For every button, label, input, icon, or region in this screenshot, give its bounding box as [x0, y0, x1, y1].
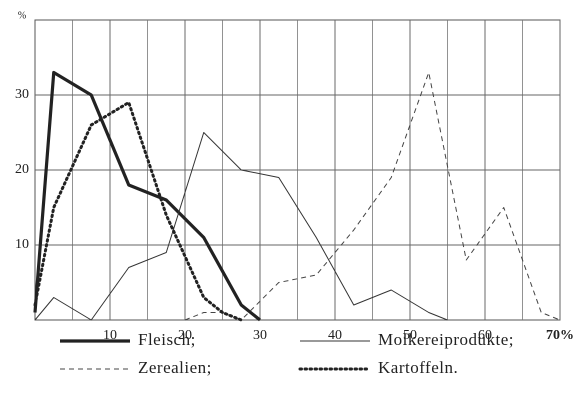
legend-label: Kartoffeln.	[378, 358, 458, 377]
x-tick-label: 70%	[546, 328, 574, 343]
series-line	[34, 132, 448, 321]
legend-label: Molkereiprodukte;	[378, 330, 514, 349]
legend-label: Fleisch;	[138, 330, 196, 349]
series-line	[33, 70, 261, 322]
series-line	[33, 101, 243, 322]
y-axis-label: %	[18, 10, 26, 21]
legend-label: Zerealien;	[138, 358, 212, 377]
x-tick-label: 40	[328, 328, 342, 343]
y-tick-label: 20	[15, 162, 29, 177]
x-tick-label: 50	[403, 328, 417, 343]
y-tick-label: 30	[15, 87, 29, 102]
x-tick-label: 60	[478, 328, 492, 343]
x-tick-label: 20	[178, 328, 192, 343]
x-tick-label: 30	[253, 328, 267, 343]
y-tick-label: 10	[15, 237, 29, 252]
